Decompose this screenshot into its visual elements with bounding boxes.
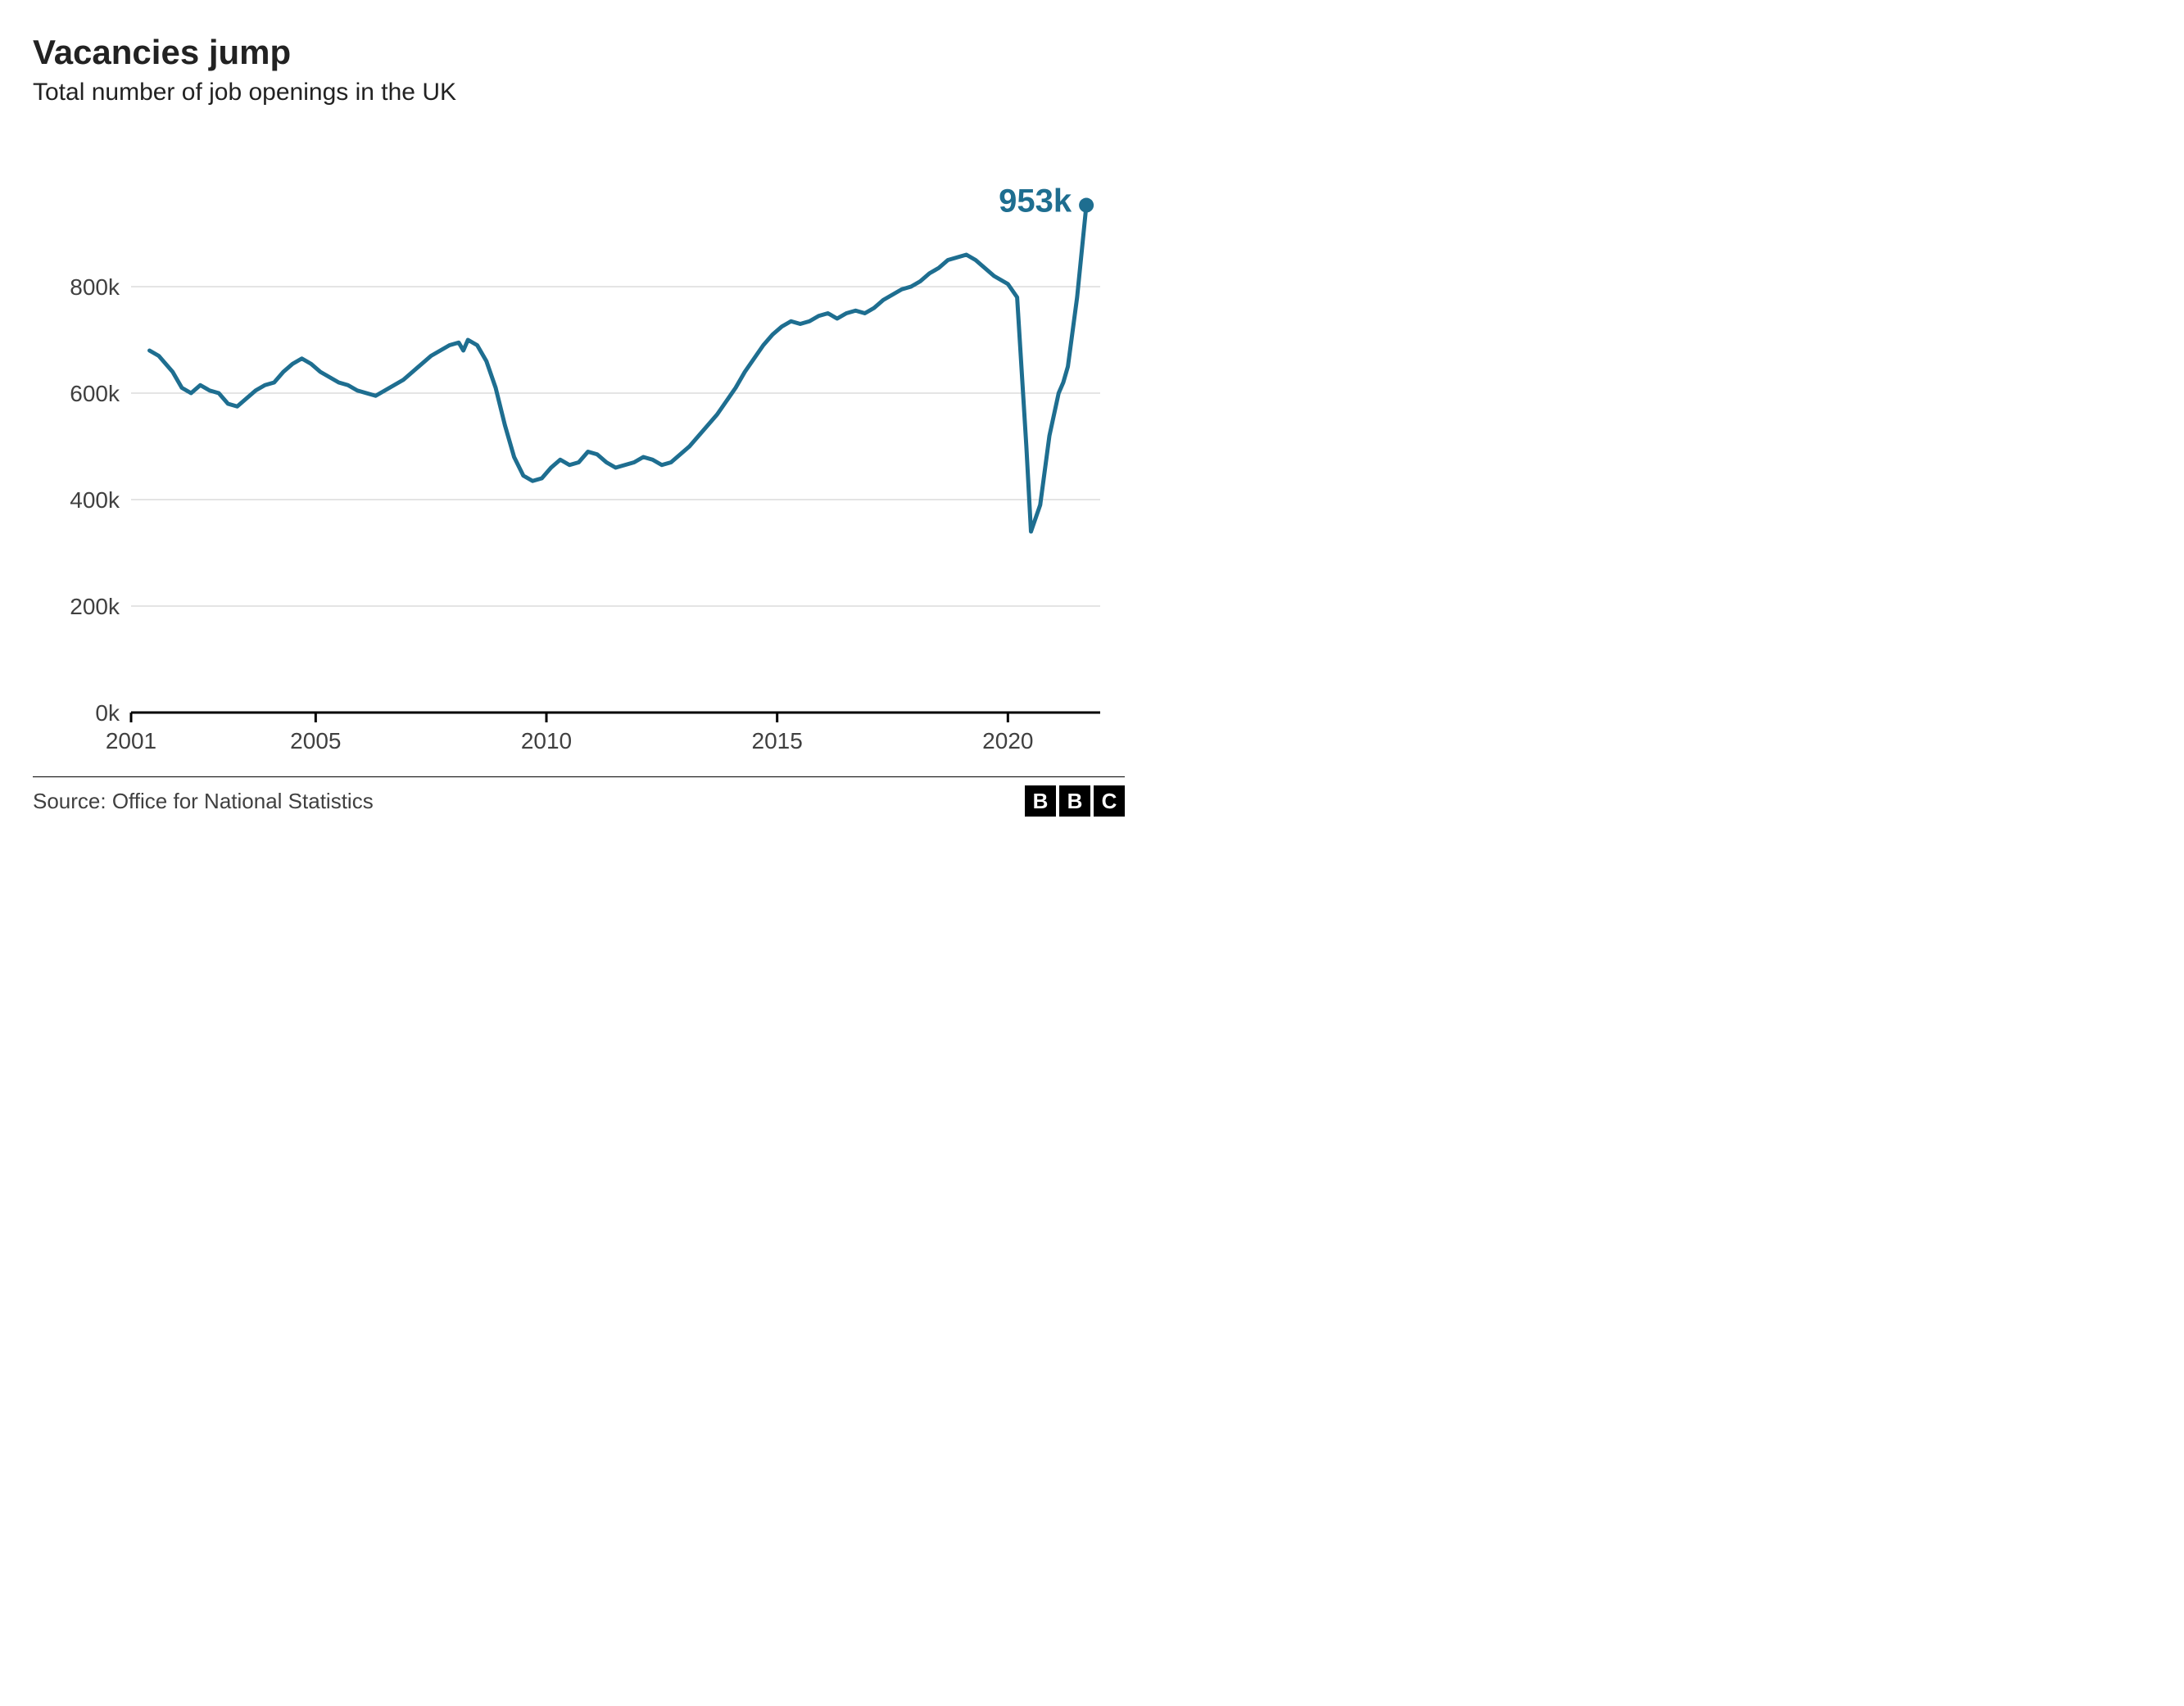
svg-text:600k: 600k (70, 381, 120, 406)
logo-letter: C (1094, 785, 1125, 817)
svg-text:2005: 2005 (290, 728, 341, 753)
svg-text:953k: 953k (999, 183, 1072, 219)
source-text: Source: Office for National Statistics (33, 789, 374, 814)
logo-letter: B (1059, 785, 1090, 817)
svg-text:800k: 800k (70, 274, 120, 300)
chart-container: Vacancies jump Total number of job openi… (33, 33, 1125, 817)
plot-area: 0k 200k 400k 600k 800k 2001 2005 2010 2015 2020 95… (33, 131, 1125, 770)
logo-letter: B (1025, 785, 1056, 817)
bbc-logo: B B C (1025, 785, 1125, 817)
svg-text:2010: 2010 (521, 728, 572, 753)
svg-text:2015: 2015 (752, 728, 803, 753)
line-chart-svg: 0k 200k 400k 600k 800k 2001 2005 2010 2015 2020 95… (33, 131, 1125, 770)
chart-title: Vacancies jump (33, 33, 1125, 72)
svg-text:0k: 0k (95, 700, 120, 726)
svg-text:200k: 200k (70, 594, 120, 619)
chart-footer: Source: Office for National Statistics B… (33, 776, 1125, 817)
svg-text:2001: 2001 (106, 728, 156, 753)
svg-text:400k: 400k (70, 487, 120, 513)
svg-text:2020: 2020 (982, 728, 1033, 753)
chart-subtitle: Total number of job openings in the UK (33, 79, 1125, 106)
